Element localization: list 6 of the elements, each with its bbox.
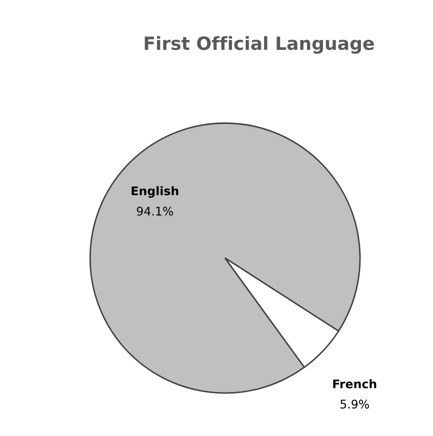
pie-slice (224, 257, 340, 368)
chart-title: First Official Language (144, 36, 374, 54)
data-label: 5.9% (340, 400, 369, 409)
slice-label: English (132, 186, 178, 198)
data-label: 94.1% (136, 206, 174, 216)
slice-label: French (333, 379, 376, 388)
